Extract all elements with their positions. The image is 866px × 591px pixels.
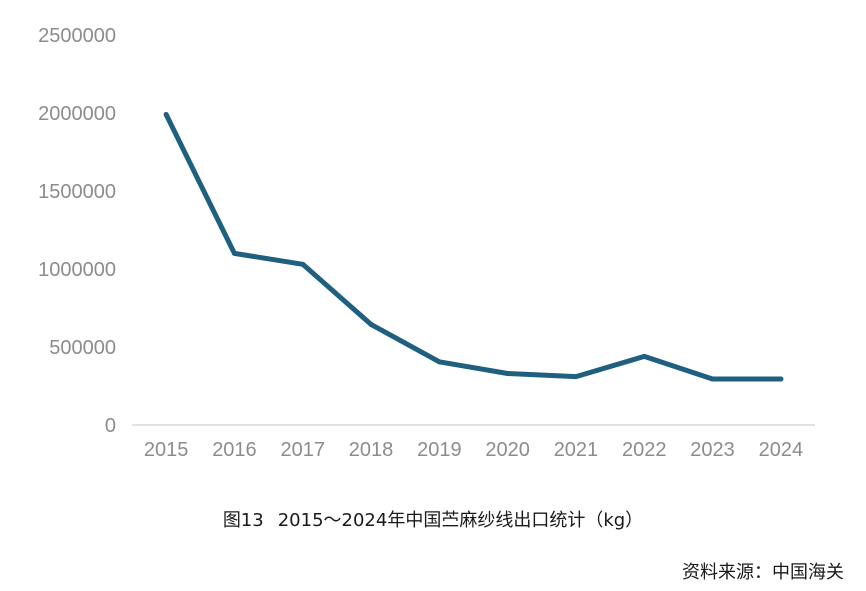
x-tick-label: 2018	[349, 439, 394, 461]
x-tick-label: 2020	[485, 439, 530, 461]
x-tick-label: 2016	[212, 439, 257, 461]
x-tick-label: 2024	[759, 439, 804, 461]
y-tick-label: 1500000	[38, 181, 116, 203]
x-tick-label: 2022	[622, 439, 667, 461]
y-tick-label: 2000000	[38, 103, 116, 125]
data-point	[710, 376, 716, 382]
y-tick-label: 500000	[49, 337, 116, 359]
x-tick-label: 2021	[554, 439, 599, 461]
data-point	[778, 376, 784, 382]
y-tick-label: 2500000	[38, 25, 116, 47]
figure-number: 图13	[222, 510, 264, 531]
data-point	[231, 250, 237, 256]
data-point	[573, 374, 579, 380]
data-point	[436, 359, 442, 365]
data-point	[641, 353, 647, 359]
figure-title: 2015～2024年中国苎麻纱线出口统计（kg）	[277, 510, 644, 531]
data-point	[505, 371, 511, 377]
y-tick-label: 1000000	[38, 259, 116, 281]
figure-caption: 图13 2015～2024年中国苎麻纱线出口统计（kg）	[0, 506, 866, 532]
series-line	[163, 112, 784, 382]
line-chart: 0 500000 1000000 1500000 2000000 2500000 2015 2…	[38, 25, 815, 461]
data-point	[300, 261, 306, 267]
source-note: 资料来源：中国海关	[682, 562, 844, 583]
data-point	[163, 112, 169, 118]
y-tick-label: 0	[105, 415, 116, 437]
x-tick-label: 2017	[281, 439, 326, 461]
data-point	[368, 321, 374, 327]
x-tick-label: 2019	[417, 439, 462, 461]
x-tick-label: 2015	[144, 439, 189, 461]
x-tick-label: 2023	[690, 439, 735, 461]
